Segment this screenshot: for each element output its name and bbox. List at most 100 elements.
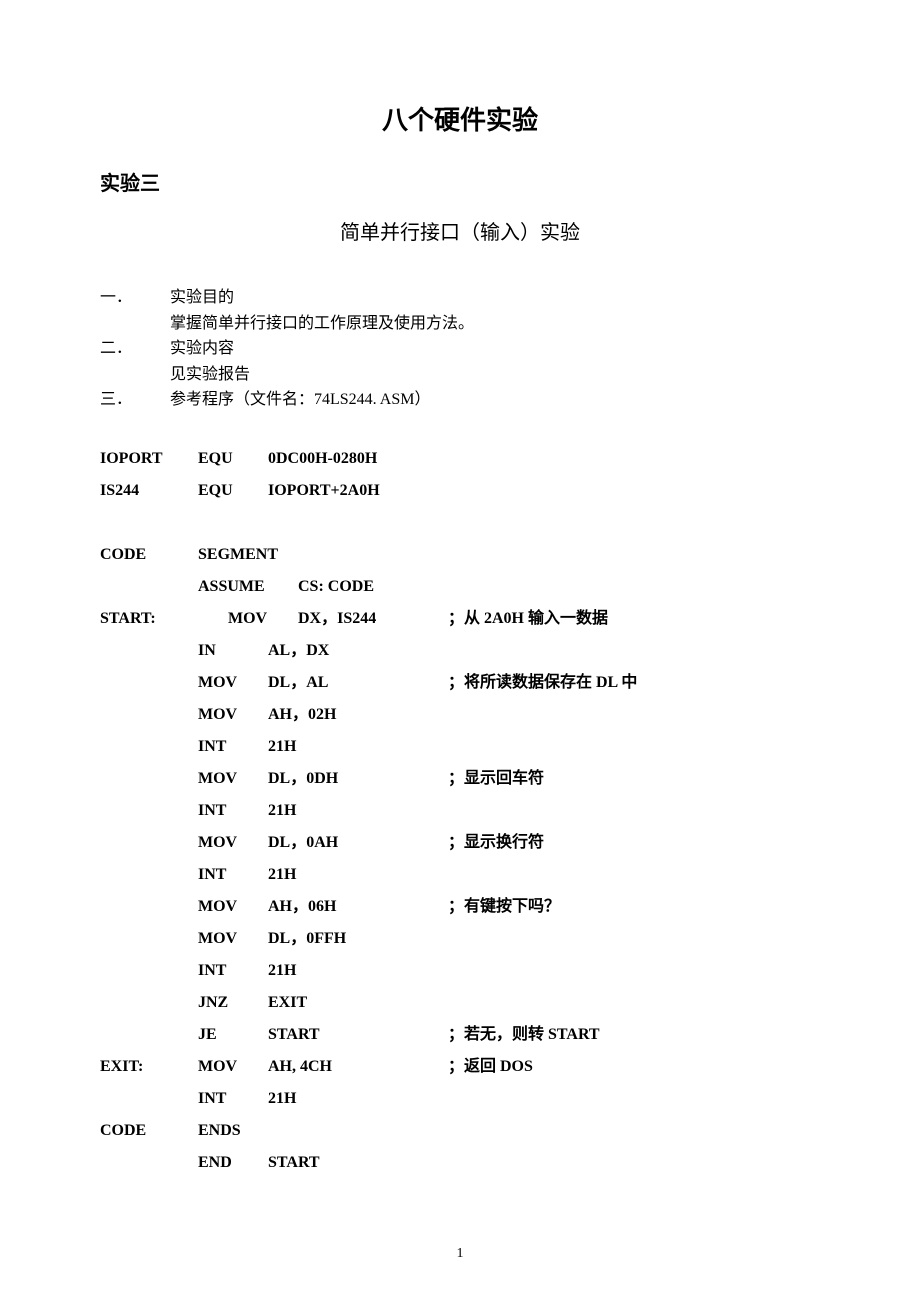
code-arg: AL，DX [268,635,448,667]
code-blank [100,507,820,539]
code-blank [100,827,198,859]
code-arg: DL，0AH [268,827,448,859]
code-arg: CS: CODE [298,571,478,603]
code-blank [100,1147,198,1179]
code-line: CODE SEGMENT [100,539,820,571]
code-arg: 21H [268,1083,448,1115]
code-line: MOV DL，0FFH [100,923,820,955]
code-arg: AH，06H [268,891,448,923]
code-blank [100,987,198,1019]
code-label: IS244 [100,475,198,507]
code-arg: DL，AL [268,667,448,699]
code-arg: DX，IS244 [298,603,448,635]
code-comment: ；从 2A0H 输入一数据 [448,603,820,635]
code-comment: ；返回 DOS [448,1051,820,1083]
code-line: EXIT: MOV AH, 4CH ；返回 DOS [100,1051,820,1083]
code-arg: 21H [268,731,448,763]
code-arg: DL，0FFH [268,923,448,955]
code-line: MOV AH，06H ；有键按下吗？ [100,891,820,923]
code-op: MOV [198,923,268,955]
asm-code: IOPORT EQU 0DC00H-0280H IS244 EQU IOPORT… [100,443,820,1179]
code-blank [100,571,198,603]
code-line: IOPORT EQU 0DC00H-0280H [100,443,820,475]
outline-num: 一． [100,285,170,311]
code-indent [198,603,228,635]
code-line: MOV AH，02H [100,699,820,731]
code-line: INT 21H [100,955,820,987]
code-arg: DL，0DH [268,763,448,795]
page-number: 1 [0,1246,920,1262]
code-arg: AH, 4CH [268,1051,448,1083]
outline-num: 三． [100,387,170,413]
outline-item: 三． 参考程序（文件名：74LS244. ASM） [100,387,820,413]
code-line: CODE ENDS [100,1115,820,1147]
code-blank [100,635,198,667]
code-comment: ；若无，则转 START [448,1019,820,1051]
code-arg: 21H [268,955,448,987]
code-op: EQU [198,475,268,507]
code-comment: ；有键按下吗？ [448,891,820,923]
code-label: CODE [100,1115,198,1147]
code-op: MOV [198,891,268,923]
code-line: JNZ EXIT [100,987,820,1019]
code-line: INT 21H [100,795,820,827]
outline-head: 实验内容 [170,336,820,362]
code-blank [100,955,198,987]
code-op: MOV [198,827,268,859]
code-blank [100,667,198,699]
code-arg: START [268,1019,448,1051]
code-line: INT 21H [100,1083,820,1115]
code-op: IN [198,635,268,667]
code-op: INT [198,955,268,987]
code-op: ENDS [198,1115,268,1147]
code-line: IN AL，DX [100,635,820,667]
code-comment: ；将所读数据保存在 DL 中 [448,667,820,699]
code-op: MOV [198,1051,268,1083]
code-blank [100,1083,198,1115]
code-line: MOV DL，0AH ；显示换行符 [100,827,820,859]
outline-item: 掌握简单并行接口的工作原理及使用方法。 [100,311,820,337]
code-line: MOV DL，AL ；将所读数据保存在 DL 中 [100,667,820,699]
outline-body: 见实验报告 [170,362,820,388]
code-line: INT 21H [100,731,820,763]
outline-blank [100,362,170,388]
main-title: 八个硬件实验 [100,100,820,137]
code-op: JNZ [198,987,268,1019]
code-op: EQU [198,443,268,475]
code-label: EXIT: [100,1051,198,1083]
code-arg: AH，02H [268,699,448,731]
outline-list: 一． 实验目的 掌握简单并行接口的工作原理及使用方法。 二． 实验内容 见实验报… [100,285,820,413]
code-blank [100,795,198,827]
code-arg: EXIT [268,987,448,1019]
code-line: ASSUME CS: CODE [100,571,820,603]
code-op: SEGMENT [198,539,268,571]
page: 八个硬件实验 实验三 简单并行接口（输入）实验 一． 实验目的 掌握简单并行接口… [0,0,920,1302]
outline-blank [100,311,170,337]
outline-head: 参考程序（文件名：74LS244. ASM） [170,387,820,413]
outline-item: 二． 实验内容 [100,336,820,362]
code-op: INT [198,859,268,891]
outline-head: 实验目的 [170,285,820,311]
code-line: JE START ；若无，则转 START [100,1019,820,1051]
code-op: ASSUME [198,571,298,603]
code-op: JE [198,1019,268,1051]
outline-body: 掌握简单并行接口的工作原理及使用方法。 [170,311,820,337]
code-label: START: [100,603,198,635]
code-blank [100,699,198,731]
code-op: INT [198,795,268,827]
code-op: INT [198,731,268,763]
outline-item: 一． 实验目的 [100,285,820,311]
outline-num: 二． [100,336,170,362]
code-blank [100,891,198,923]
outline-item: 见实验报告 [100,362,820,388]
code-op: END [198,1147,268,1179]
code-op: MOV [198,667,268,699]
code-arg: 21H [268,795,448,827]
code-blank [100,763,198,795]
code-line: INT 21H [100,859,820,891]
code-blank [100,731,198,763]
code-line: MOV DL，0DH ；显示回车符 [100,763,820,795]
code-arg: 0DC00H-0280H [268,443,448,475]
code-blank [100,859,198,891]
experiment-title: 简单并行接口（输入）实验 [100,216,820,245]
